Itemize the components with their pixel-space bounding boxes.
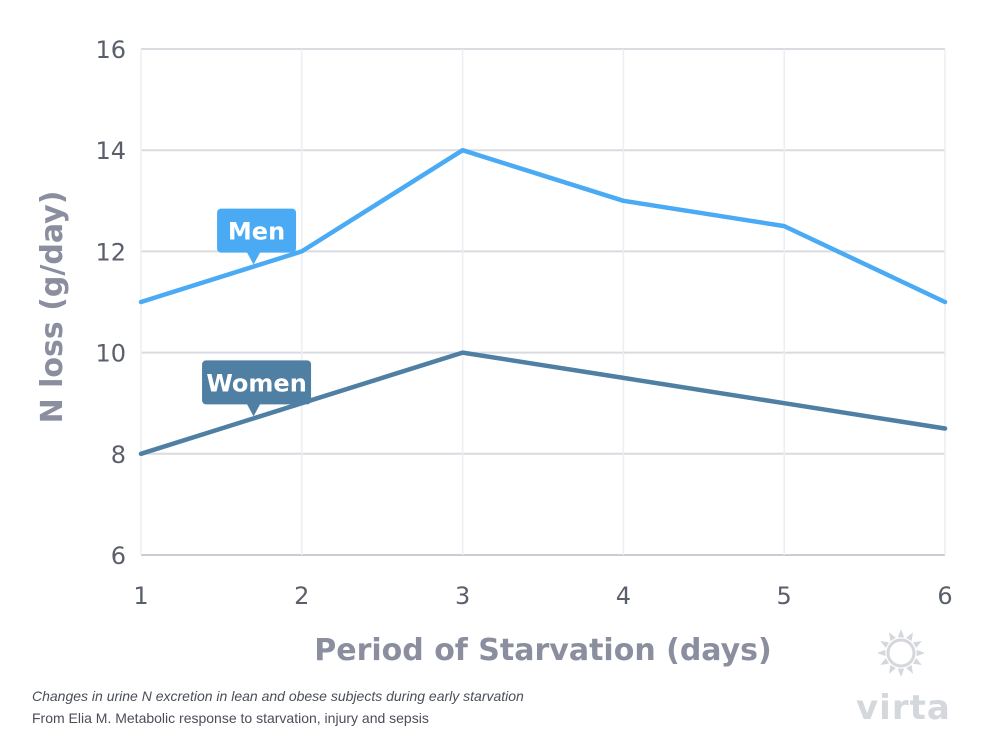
x-tick-label: 3 (455, 582, 470, 610)
series-label-men: Men (217, 208, 297, 265)
series-lines (138, 147, 948, 457)
y-tick-label: 10 (95, 340, 126, 368)
virta-logo: virta (856, 688, 951, 728)
caption-description: Changes in urine N excretion in lean and… (32, 688, 524, 704)
y-tick-label: 16 (95, 36, 126, 64)
y-tick-label: 6 (111, 542, 126, 570)
vertical-gridlines (140, 49, 946, 555)
series-labels: Men Women (202, 208, 312, 417)
y-tick-label: 8 (111, 441, 126, 469)
x-tick-label: 6 (937, 582, 952, 610)
series-label-women: Women (202, 360, 312, 417)
series-line-men (138, 147, 948, 305)
series-line-women (138, 350, 948, 457)
svg-text:Women: Women (206, 369, 306, 397)
x-axis-title: Period of Starvation (days) (314, 633, 772, 668)
y-tick-label: 14 (95, 137, 126, 165)
x-tick-label: 4 (616, 582, 631, 610)
horizontal-gridlines (141, 48, 945, 556)
x-tick-label: 5 (777, 582, 792, 610)
caption-source: From Elia M. Metabolic response to starv… (32, 710, 429, 726)
x-tick-label: 2 (294, 582, 309, 610)
y-tick-label: 12 (95, 238, 126, 266)
x-tick-label: 1 (133, 582, 148, 610)
svg-text:Men: Men (228, 218, 285, 246)
y-axis-title: N loss (g/day) (35, 191, 70, 424)
y-axis-ticks: 6 8 10 12 14 16 (95, 36, 126, 570)
x-axis-ticks: 1 2 3 4 5 6 (133, 582, 952, 610)
sun-icon (877, 629, 925, 677)
